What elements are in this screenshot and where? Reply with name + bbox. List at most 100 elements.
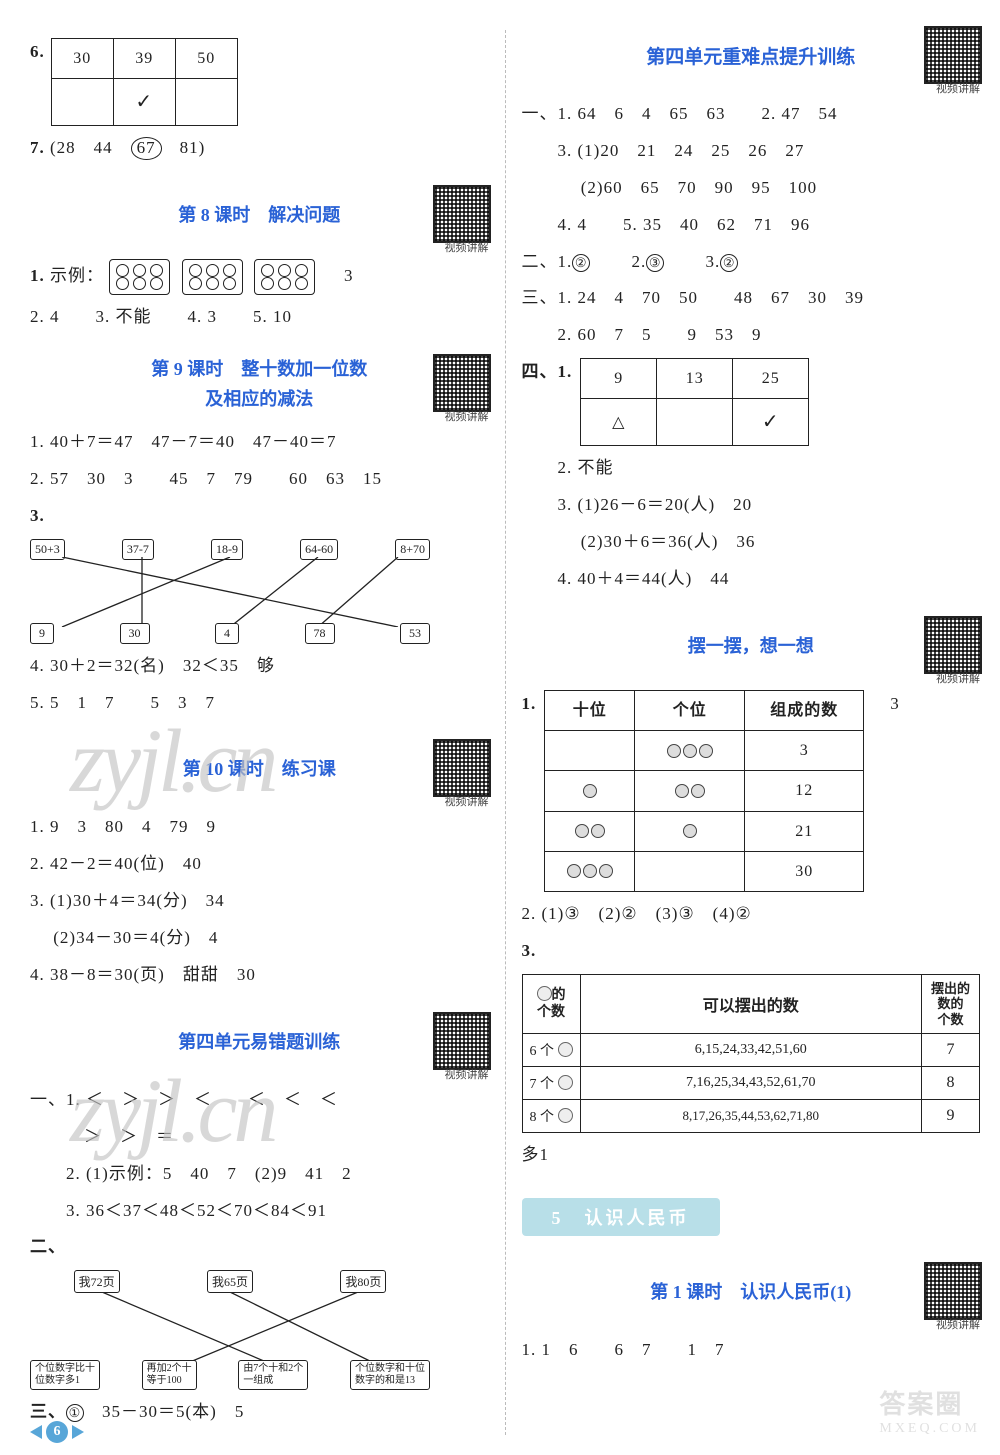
right-column: 第四单元重难点提升训练 视频讲解 一、1. 64 6 4 65 63 2. 47… bbox=[505, 30, 981, 1435]
corner-brand: 答案圈 MXEQ.COM bbox=[879, 1384, 980, 1437]
cell: 6 个 bbox=[522, 1034, 580, 1067]
think-table: 十位 个位 组成的数 3 12 21 30 bbox=[544, 690, 864, 892]
e-m-label: 二、 bbox=[30, 1233, 489, 1262]
m-bot: 53 bbox=[400, 623, 430, 644]
t-extra: 多1 bbox=[522, 1141, 981, 1170]
qr-label: 视频讲解 bbox=[936, 670, 980, 686]
left-column: 6. 30 39 50 7. (28 44 67 81) 第 8 课时 解 bbox=[30, 30, 505, 1435]
heading-unit-wrap: 第四单元重难点提升训练 视频讲解 bbox=[522, 20, 981, 90]
m-top: 我80页 bbox=[340, 1270, 386, 1293]
cell bbox=[635, 811, 745, 851]
l9-5: 5. 5 1 7 5 3 7 bbox=[30, 689, 489, 718]
qr-label: 视频讲解 bbox=[936, 80, 980, 96]
heading-unit: 第四单元重难点提升训练 bbox=[646, 42, 855, 69]
brand-line1: 答案圈 bbox=[879, 1384, 980, 1421]
heading-err: 第四单元易错题训练 bbox=[178, 1028, 340, 1054]
cell bbox=[175, 79, 237, 126]
th: 可以摆出的数 bbox=[580, 974, 922, 1034]
cell bbox=[545, 731, 635, 771]
m-bot: 个位数字比十位数字多1 bbox=[30, 1360, 100, 1390]
circ: ③ bbox=[646, 254, 664, 272]
section-bar-text: 5 认识人民币 bbox=[522, 1198, 720, 1236]
q6-label: 6. bbox=[30, 38, 45, 67]
heading-think-wrap: 摆一摆，想一想 视频讲解 bbox=[522, 610, 981, 680]
think-1: 1. 十位 个位 组成的数 3 12 21 30 3 bbox=[522, 690, 981, 892]
q6: 6. 30 39 50 bbox=[30, 38, 489, 126]
circ: ② bbox=[720, 254, 738, 272]
e1b: ＞ ＞ ＝ bbox=[30, 1123, 489, 1152]
cell: 8,17,26,35,44,53,62,71,80 bbox=[580, 1100, 922, 1133]
m-bot: 30 bbox=[120, 623, 150, 644]
q7-label: 7. bbox=[30, 138, 45, 157]
footer: 6 bbox=[30, 1421, 84, 1443]
u2c: 3. bbox=[670, 248, 721, 277]
m-bot: 9 bbox=[30, 623, 54, 644]
l9-1: 1. 40＋7＝47 47－7＝40 47－40＝7 bbox=[30, 428, 489, 457]
match-lines bbox=[30, 557, 430, 627]
u2a: 二、1. bbox=[522, 248, 573, 277]
cell: 30 bbox=[51, 39, 113, 79]
cell bbox=[51, 79, 113, 126]
cell bbox=[635, 771, 745, 811]
th: 十位 bbox=[545, 690, 635, 730]
circled-num: ① bbox=[66, 1404, 84, 1422]
heading-9b: 及相应的减法 bbox=[205, 385, 313, 411]
cell: 39 bbox=[113, 39, 175, 79]
e2: 2. (1)示例：5 40 7 (2)9 41 2 bbox=[30, 1160, 489, 1189]
heading-think: 摆一摆，想一想 bbox=[688, 632, 814, 658]
u1: 一、1. 64 6 4 65 63 2. 47 54 bbox=[522, 100, 981, 129]
q7: 7. (28 44 67 81) bbox=[30, 134, 489, 163]
heading-10: 第 10 课时 练习课 bbox=[183, 755, 336, 781]
qr-icon bbox=[924, 1262, 982, 1320]
heading-10-wrap: 第 10 课时 练习课 视频讲解 bbox=[30, 733, 489, 803]
cell: 30 bbox=[745, 851, 864, 891]
dotbox bbox=[109, 259, 170, 295]
u4-3b: (2)30＋6＝36(人) 36 bbox=[522, 528, 981, 557]
cell: 9 bbox=[581, 359, 657, 399]
qr-icon bbox=[433, 354, 491, 412]
l8-2: 2. 4 3. 不能 4. 3 5. 10 bbox=[30, 303, 489, 332]
u4: 四、1. 9 13 25 △ bbox=[522, 358, 981, 446]
u4-3a: 3. (1)26－6＝20(人) 20 bbox=[522, 491, 981, 520]
qr-label: 视频讲解 bbox=[445, 239, 489, 255]
u4-table: 9 13 25 △ bbox=[580, 358, 809, 446]
cell: 8 bbox=[922, 1067, 980, 1100]
qr-label: 视频讲解 bbox=[445, 1066, 489, 1082]
qr-icon bbox=[433, 185, 491, 243]
m-top: 我72页 bbox=[74, 1270, 120, 1293]
u3b: 2. 60 7 5 9 53 9 bbox=[522, 321, 981, 350]
cell: 9 bbox=[922, 1100, 980, 1133]
m-bot: 由7个十和2个一组成 bbox=[238, 1360, 308, 1390]
qr-label: 视频讲解 bbox=[445, 408, 489, 424]
cell bbox=[545, 851, 635, 891]
th: 摆出的数的个数 bbox=[922, 974, 980, 1034]
circ: ② bbox=[572, 254, 590, 272]
m-bot: 再加2个十等于100 bbox=[142, 1360, 197, 1390]
t3-label: 3. bbox=[522, 937, 981, 966]
cell: 6,15,24,33,42,51,60 bbox=[580, 1034, 922, 1067]
cell: 50 bbox=[175, 39, 237, 79]
e-last-a: 三、 bbox=[30, 1402, 66, 1421]
heading-rmb: 第 1 课时 认识人民币(1) bbox=[650, 1278, 851, 1304]
dotbox bbox=[182, 259, 243, 295]
m-bot: 4 bbox=[215, 623, 239, 644]
m-top: 我65页 bbox=[207, 1270, 253, 1293]
cell: 7 个 bbox=[522, 1067, 580, 1100]
footer-page-num: 6 bbox=[46, 1421, 68, 1443]
u4-label: 四、1. bbox=[522, 358, 573, 387]
l10-1: 1. 9 3 80 4 79 9 bbox=[30, 813, 489, 842]
q7-circled: 67 bbox=[131, 137, 162, 159]
page: 6. 30 39 50 7. (28 44 67 81) 第 8 课时 解 bbox=[0, 0, 1000, 1455]
heading-err-wrap: 第四单元易错题训练 视频讲解 bbox=[30, 1006, 489, 1076]
cell: △ bbox=[581, 399, 657, 446]
l10-4: 4. 38－8＝30(页) 甜甜 30 bbox=[30, 961, 489, 990]
u4-4: 4. 40＋4＝44(人) 44 bbox=[522, 565, 981, 594]
match-lines bbox=[30, 1292, 430, 1367]
qr-label: 视频讲解 bbox=[445, 793, 489, 809]
th: 组成的数 bbox=[745, 690, 864, 730]
u4-2: 2. 不能 bbox=[522, 454, 981, 483]
l8-1: 1. 示例： 3 bbox=[30, 259, 489, 295]
l9-3-label: 3. bbox=[30, 502, 489, 531]
rmb1: 1. 1 6 6 7 1 7 bbox=[522, 1336, 981, 1365]
think-label: 1. bbox=[522, 690, 537, 719]
